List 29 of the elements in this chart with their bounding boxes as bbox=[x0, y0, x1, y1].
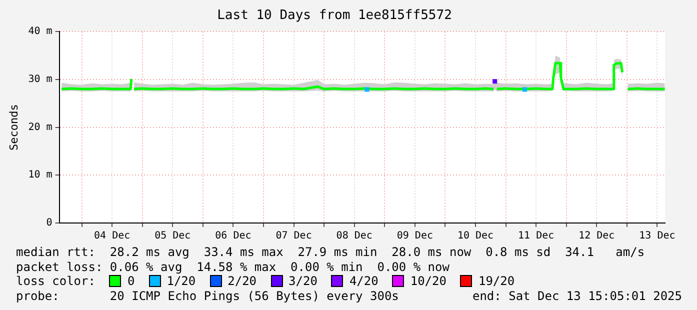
legend-label: 3/20 bbox=[288, 274, 318, 288]
x-tick-label: 11 Dec bbox=[518, 230, 554, 242]
text: probe: 20 ICMP Echo Pings (56 Bytes) every 300s bbox=[16, 288, 399, 303]
y-tick-label: 10 m bbox=[28, 170, 52, 181]
y-tick-label: 30 m bbox=[28, 74, 52, 86]
legend-label: 0 bbox=[127, 274, 135, 288]
y-tick-label: 20 m bbox=[28, 122, 52, 133]
x-tick-label: 07 Dec bbox=[276, 230, 312, 242]
y-tick-label: 40 m bbox=[28, 26, 52, 38]
chart-title: Last 10 Days from 1ee815ff5572 bbox=[217, 8, 452, 24]
legend-label: 19/20 bbox=[478, 274, 515, 288]
x-tick-label: 04 Dec bbox=[94, 230, 130, 242]
legend-label: 1/20 bbox=[166, 274, 196, 288]
legend-label: 4/20 bbox=[349, 274, 378, 288]
x-tick-label: 10 Dec bbox=[457, 230, 494, 242]
x-tick-label: 06 Dec bbox=[215, 230, 252, 242]
x-tick-label: 12 Dec bbox=[578, 230, 615, 242]
text: end: Sat Dec 13 15:05:01 2025 bbox=[472, 288, 682, 303]
text: packet loss: 0.06 % avg 14.58 % max 0.00 % min 0.00 % now bbox=[16, 260, 450, 274]
y-axis-title: Seconds bbox=[7, 104, 20, 150]
y-tick-label: 0 bbox=[46, 218, 52, 229]
x-tick-label: 08 Dec bbox=[336, 230, 372, 242]
legend-label: 2/20 bbox=[228, 274, 257, 288]
text: median rtt: 28.2 ms avg 33.4 ms max 27.9 ms min 28.0 ms now 0.8 ms sd 34.1 am/s bbox=[16, 245, 645, 260]
x-tick-label: 13 Dec bbox=[639, 230, 676, 242]
x-tick-label: 09 Dec bbox=[396, 230, 433, 242]
x-tick-label: 05 Dec bbox=[154, 230, 191, 242]
legend-label: 10/20 bbox=[410, 274, 446, 288]
legend-title: loss color: bbox=[16, 274, 96, 288]
